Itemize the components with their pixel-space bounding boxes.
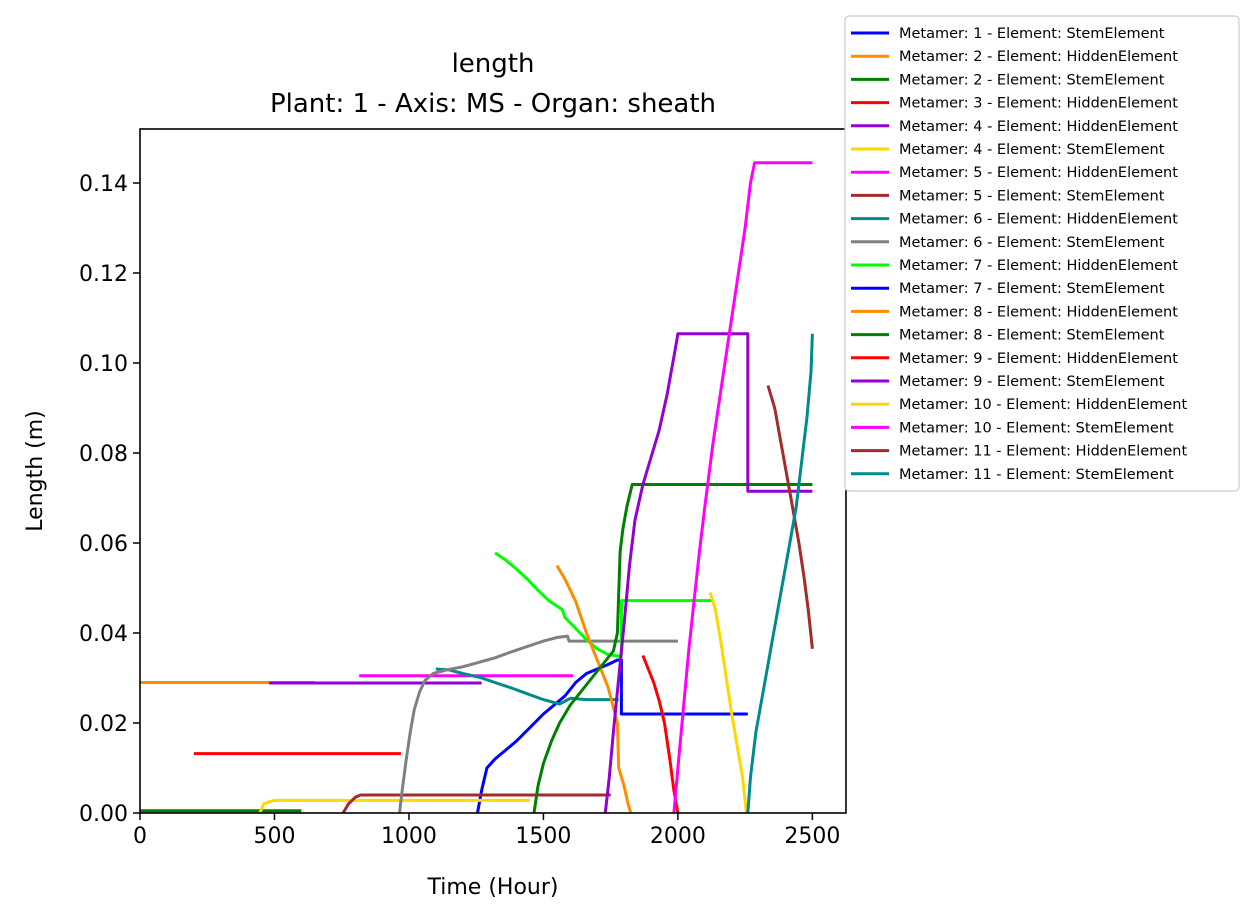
legend-label-8: Metamer: 5 - Element: StemElement [899,188,1165,204]
legend-label-16: Metamer: 9 - Element: StemElement [899,374,1165,390]
legend: Metamer: 1 - Element: StemElement Metamer… [844,15,1240,492]
legend-label-11: Metamer: 7 - Element: HiddenElement [899,258,1178,274]
legend-label-20: Metamer: 11 - Element: StemElement [899,467,1174,483]
legend-entries: Metamer: 1 - Element: StemElement Metamer… [851,26,1187,483]
series-line-18 [672,161,813,813]
y-tick-label: 0.14 [79,172,128,197]
y-tick-label: 0.08 [79,442,128,467]
y-tick-label: 0.00 [79,802,128,827]
y-tick-label: 0.06 [79,532,128,557]
x-tick-label: 1500 [515,824,571,849]
legend-label-12: Metamer: 7 - Element: StemElement [899,281,1165,297]
series-line-6 [258,798,530,813]
y-tick-label: 0.12 [79,262,128,287]
chart-subtitle: Plant: 1 - Axis: MS - Organ: sheath [270,89,716,119]
legend-label-2: Metamer: 2 - Element: HiddenElement [899,49,1178,65]
x-tick-label: 500 [253,824,295,849]
series-line-10 [398,634,678,813]
legend-label-14: Metamer: 8 - Element: StemElement [899,328,1165,344]
y-tick-label: 0.04 [79,622,128,647]
y-axis-label: Length (m) [23,410,48,531]
ticks-layer: 0 500 1000 1500 2000 2500 0.00 0.02 0.04 0.06 0.08… [79,172,840,849]
legend-label-7: Metamer: 5 - Element: HiddenElement [899,165,1178,181]
legend-label-10: Metamer: 6 - Element: StemElement [899,235,1165,251]
y-tick-label: 0.02 [79,712,128,737]
legend-label-5: Metamer: 4 - Element: HiddenElement [899,119,1178,135]
series-line-17 [708,592,748,813]
x-tick-label: 0 [133,824,147,849]
x-tick-label: 2000 [650,824,706,849]
legend-label-4: Metamer: 3 - Element: HiddenElement [899,96,1178,112]
y-tick-label: 0.10 [79,352,128,377]
x-axis-label: Time (Hour) [427,875,559,900]
series-line-8 [341,793,611,813]
legend-label-9: Metamer: 6 - Element: HiddenElement [899,212,1178,228]
series-line-1 [476,658,748,813]
series-line-11 [494,551,712,658]
chart-title: length [452,49,535,79]
x-tick-label: 2500 [784,824,840,849]
legend-label-3: Metamer: 2 - Element: StemElement [899,72,1165,88]
legend-label-18: Metamer: 10 - Element: StemElement [899,420,1174,436]
legend-frame [844,15,1240,492]
legend-label-19: Metamer: 11 - Element: HiddenElement [899,444,1187,460]
series-line-15 [641,654,680,813]
series-line-13 [555,564,633,813]
legend-label-6: Metamer: 4 - Element: StemElement [899,142,1165,158]
legend-label-17: Metamer: 10 - Element: HiddenElement [899,397,1187,413]
legend-label-1: Metamer: 1 - Element: StemElement [899,26,1165,42]
legend-label-13: Metamer: 8 - Element: HiddenElement [899,304,1178,320]
series-line-9 [435,667,619,706]
series-line-16 [603,332,813,813]
legend-label-15: Metamer: 9 - Element: HiddenElement [899,351,1178,367]
series-line-14 [532,483,813,813]
series-line-20 [746,333,814,813]
series-layer [140,161,814,813]
x-tick-label: 1000 [381,824,437,849]
